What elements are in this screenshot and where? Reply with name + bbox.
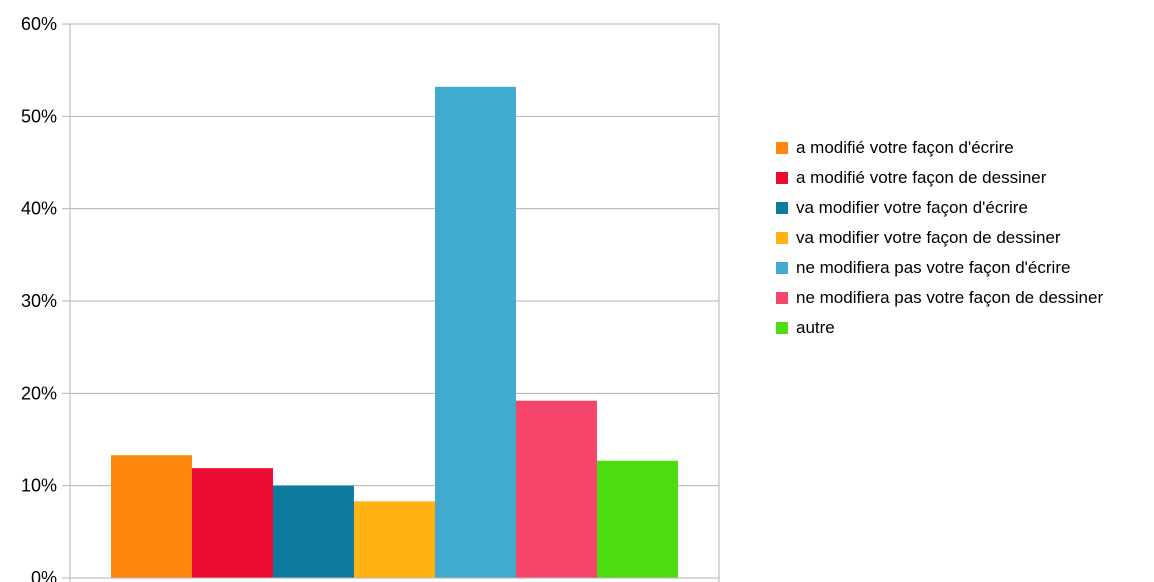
legend-swatch xyxy=(776,232,788,244)
axes xyxy=(62,23,720,582)
legend-item: a modifié votre façon d'écrire xyxy=(776,136,1154,159)
bar-series-7 xyxy=(597,460,678,578)
legend-item: a modifié votre façon de dessiner xyxy=(776,166,1154,189)
bar-series-3 xyxy=(273,485,354,578)
y-axis-tick-labels: 0% 10% 20% 30% 40% 50% 60% xyxy=(21,14,57,582)
legend-item: autre xyxy=(776,316,1154,339)
legend-label: a modifié votre façon d'écrire xyxy=(796,138,1014,157)
y-tick-label: 30% xyxy=(21,291,57,311)
legend: a modifié votre façon d'écrire a modifié … xyxy=(776,136,1154,346)
y-tick-label: 20% xyxy=(21,383,57,403)
legend-item: ne modifiera pas votre façon d'écrire xyxy=(776,256,1154,279)
legend-swatch xyxy=(776,262,788,274)
legend-label: ne modifiera pas votre façon d'écrire xyxy=(796,258,1071,277)
legend-item: va modifier votre façon de dessiner xyxy=(776,226,1154,249)
bars xyxy=(111,86,678,578)
bar-series-2 xyxy=(192,468,273,578)
legend-label: va modifier votre façon de dessiner xyxy=(796,228,1061,247)
legend-swatch xyxy=(776,202,788,214)
legend-item: ne modifiera pas votre façon de dessiner xyxy=(776,286,1154,309)
bar-series-1 xyxy=(111,455,192,578)
legend-item: va modifier votre façon d'écrire xyxy=(776,196,1154,219)
y-tick-label: 50% xyxy=(21,106,57,126)
legend-label: ne modifiera pas votre façon de dessiner xyxy=(796,288,1104,307)
legend-swatch xyxy=(776,292,788,304)
legend-label: a modifié votre façon de dessiner xyxy=(796,168,1047,187)
y-tick-label: 10% xyxy=(21,476,57,496)
y-tick-label: 0% xyxy=(31,568,57,582)
legend-swatch xyxy=(776,172,788,184)
legend-label: va modifier votre façon d'écrire xyxy=(796,198,1028,217)
bar-series-4 xyxy=(354,501,435,578)
bar-series-5 xyxy=(435,86,516,578)
y-tick-label: 40% xyxy=(21,199,57,219)
bar-series-6 xyxy=(516,400,597,578)
legend-swatch xyxy=(776,322,788,334)
y-tick-label: 60% xyxy=(21,14,57,34)
gridlines xyxy=(70,23,719,487)
legend-label: autre xyxy=(796,318,835,337)
legend-swatch xyxy=(776,142,788,154)
